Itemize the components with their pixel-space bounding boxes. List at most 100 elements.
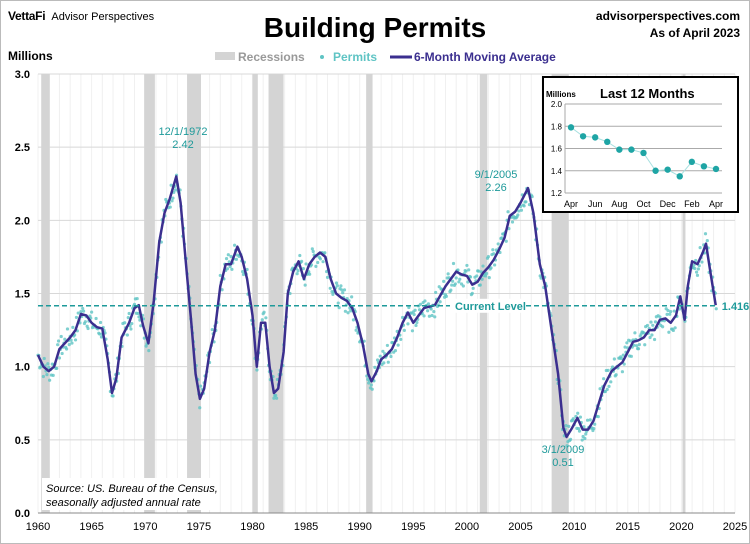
permits-point — [671, 328, 675, 333]
permits-point — [565, 444, 569, 448]
permits-point — [350, 295, 354, 299]
permits-point — [98, 320, 103, 325]
permits-point — [295, 272, 299, 276]
moving-average-line — [36, 175, 717, 439]
permits-point — [264, 316, 268, 320]
recession-band — [682, 74, 686, 513]
permits-point — [468, 275, 473, 279]
permits-point — [609, 380, 613, 384]
source-note: Source: US. Bureau of the Census, — [46, 483, 218, 495]
permits-point — [500, 236, 504, 240]
y-tick-label: 1.0 — [15, 362, 30, 374]
permits-point — [632, 343, 636, 347]
permits-point — [137, 315, 141, 319]
inset-frame — [542, 76, 739, 213]
permits-point — [336, 301, 340, 305]
permits-point — [602, 377, 606, 381]
permits-point — [629, 354, 633, 358]
x-tick-label: 1995 — [401, 521, 425, 533]
inset-point — [676, 173, 683, 180]
permits-point — [487, 276, 491, 280]
permits-point — [400, 315, 405, 320]
inset-point — [700, 163, 708, 170]
permits-point — [530, 194, 534, 199]
x-tick-label: 2010 — [562, 521, 586, 533]
permits-point — [661, 325, 665, 329]
inset-point — [652, 167, 659, 174]
y-tick-label: 2.0 — [15, 215, 30, 227]
permits-point — [426, 302, 431, 306]
permits-point — [224, 257, 229, 261]
permits-point — [714, 307, 718, 311]
inset-point — [640, 149, 647, 157]
permits-point — [98, 332, 102, 336]
permits-point — [407, 305, 411, 310]
permits-point — [458, 277, 462, 281]
permits-point — [643, 343, 647, 347]
permits-point — [410, 329, 415, 333]
permits-point — [301, 266, 305, 271]
permits-point — [111, 394, 115, 398]
permits-point — [465, 263, 469, 268]
permits-point — [642, 331, 646, 335]
x-tick-label: 1985 — [294, 521, 318, 533]
permits-point — [406, 322, 410, 326]
permits-point — [596, 415, 600, 419]
permits-point — [220, 288, 224, 292]
permits-point — [582, 425, 586, 429]
brand-subtitle: Advisor Perspectives — [51, 11, 155, 23]
permits-point — [386, 360, 390, 364]
peak-annotation-value: 0.51 — [552, 457, 573, 469]
permits-point — [669, 310, 673, 314]
permits-point — [123, 321, 127, 325]
permits-point — [610, 365, 615, 369]
permits-point — [342, 288, 347, 292]
inset-point — [579, 133, 587, 140]
y-axis-label: Millions — [8, 49, 53, 63]
permits-point — [346, 311, 350, 315]
permits-point — [665, 312, 669, 316]
current-level-label-bg — [450, 298, 524, 313]
permits-point — [698, 245, 702, 250]
brand-name: VettaFi — [8, 9, 46, 23]
permits-point — [480, 277, 484, 281]
x-tick-label: 1980 — [240, 521, 264, 533]
permits-point — [694, 270, 699, 274]
permits-point — [612, 357, 616, 361]
permits-point — [198, 406, 202, 410]
permits-point — [524, 200, 528, 204]
permits-point — [492, 252, 496, 256]
permits-point — [129, 327, 133, 331]
permits-point — [381, 349, 385, 353]
permits-point — [427, 314, 431, 318]
permits-point — [625, 341, 629, 345]
permits-point — [481, 264, 485, 268]
permits-point — [478, 283, 482, 287]
permits-point — [467, 268, 471, 272]
permits-point — [272, 396, 276, 400]
peak-annotation-date: 3/1/2009 — [542, 444, 585, 456]
permits-point — [76, 311, 80, 315]
inset-point — [616, 146, 623, 153]
x-tick-label: 1970 — [133, 521, 157, 533]
inset-point — [628, 146, 635, 153]
permits-point — [516, 213, 520, 217]
permits-point — [169, 183, 173, 187]
permits-point — [130, 321, 134, 326]
permits-point — [126, 316, 130, 320]
y-tick-label: 2.5 — [15, 142, 30, 154]
inset-y-tick: 1.6 — [551, 145, 563, 154]
permits-point — [135, 296, 139, 301]
permits-point — [262, 310, 266, 314]
current-level-label: Current Level — [455, 301, 526, 313]
permits-point — [475, 274, 479, 278]
permits-point — [241, 270, 245, 274]
permits-point — [504, 239, 508, 243]
permits-point — [580, 438, 584, 442]
permits-point — [316, 260, 320, 265]
permits-point — [413, 308, 417, 312]
source-box — [42, 478, 214, 510]
inset-x-tick: Aug — [611, 199, 627, 209]
permits-point — [412, 312, 416, 317]
